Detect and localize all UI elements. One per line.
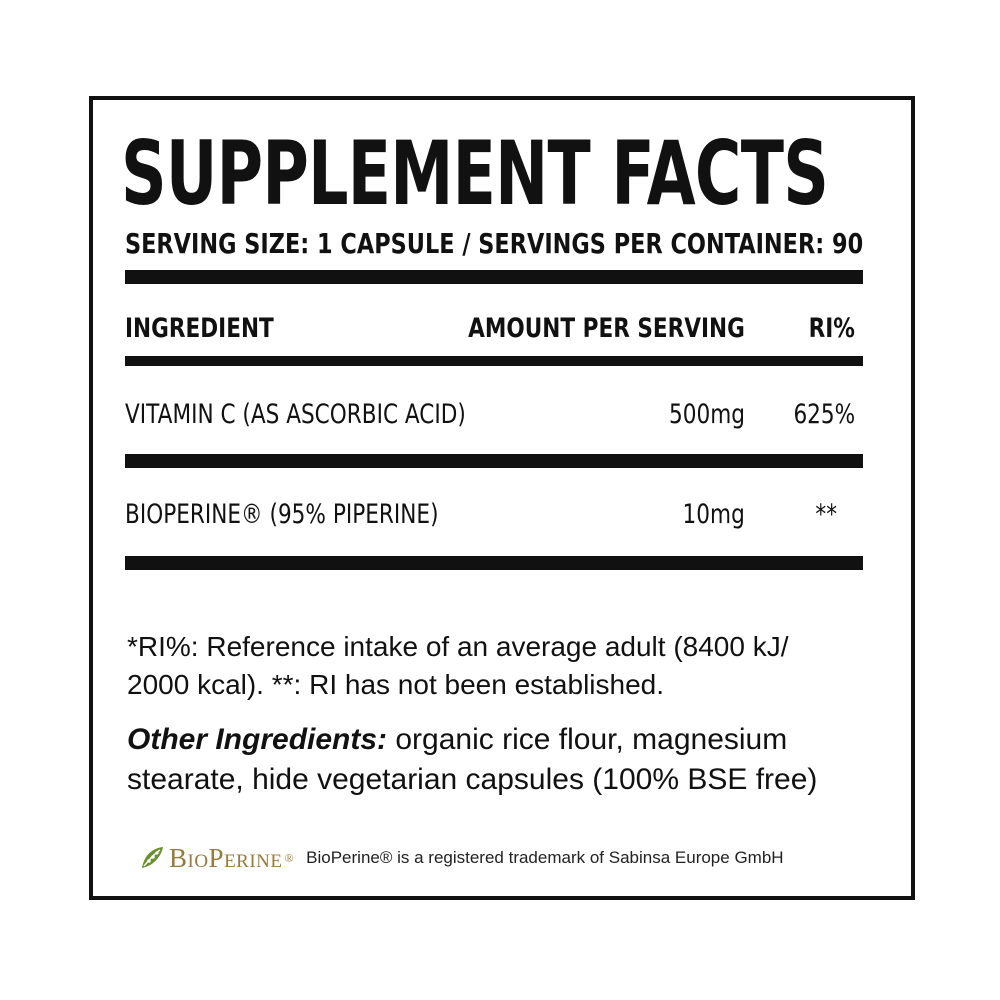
trademark-note: BioPerine® is a registered trademark of …	[306, 848, 784, 867]
other-ingredients-text: organic rice flour, magnesium stearate, …	[127, 723, 818, 796]
logo-wordmark: BioPerine	[169, 842, 283, 873]
column-header-amount: AMOUNT PER SERVING	[468, 313, 745, 344]
bioperine-logo: BioPerine ®	[139, 843, 294, 874]
panel-title: SUPPLEMENT FACTS	[121, 122, 829, 225]
ingredient-ri: 625%	[793, 399, 855, 430]
divider-rule	[125, 270, 863, 284]
serving-size-line: SERVING SIZE: 1 CAPSULE / SERVINGS PER C…	[125, 227, 864, 260]
logo-registered-mark: ®	[284, 850, 295, 865]
supplement-facts-panel: SUPPLEMENT FACTS SERVING SIZE: 1 CAPSULE…	[89, 96, 915, 900]
pepper-leaf-icon	[142, 847, 163, 868]
ingredient-name: BIOPERINE® (95% PIPERINE)	[125, 499, 439, 530]
column-header-ingredient: INGREDIENT	[125, 313, 274, 344]
ingredient-amount: 500mg	[669, 399, 745, 430]
brand-row: BioPerine ® BioPerine® is a registered tr…	[139, 838, 784, 878]
ri-footnote: *RI%: Reference intake of an average adu…	[127, 631, 789, 700]
ingredient-amount: 10mg	[682, 499, 745, 530]
divider-rule	[125, 356, 863, 366]
other-ingredients-lead: Other Ingredients:	[127, 723, 388, 756]
divider-rule	[125, 454, 863, 468]
ingredient-name: VITAMIN C (AS ASCORBIC ACID)	[125, 399, 466, 430]
divider-rule	[125, 556, 863, 570]
other-ingredients: Other Ingredients: organic rice flour, m…	[127, 720, 887, 800]
column-header-ri: RI%	[808, 313, 855, 344]
ingredient-ri: **	[815, 499, 837, 530]
